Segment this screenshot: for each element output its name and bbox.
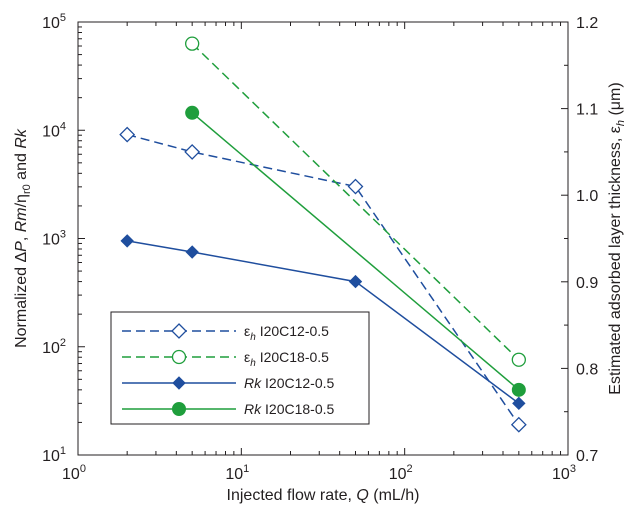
y-left-tick-label: 104 xyxy=(42,120,66,140)
y-left-tick-label: 103 xyxy=(42,229,66,249)
y-axis-title-right: Estimated adsorbed layer thickness, εh (… xyxy=(607,82,627,394)
legend-entry-rk-c12: Rk I20C12-0.5 xyxy=(122,375,334,391)
legend-entry-rk-c18: Rk I20C18-0.5 xyxy=(122,401,334,417)
data-point-eh-c12 xyxy=(184,143,201,160)
series-line-eh-c18 xyxy=(191,43,520,361)
data-point-eh-c12 xyxy=(510,416,527,433)
y-right-tick-label: 1.2 xyxy=(576,15,598,32)
y-left-tick-label: 105 xyxy=(42,12,66,32)
x-axis-title: Injected flow rate, Q (mL/h) xyxy=(227,487,420,504)
legend-entry-eh-c18: εh I20C18-0.5 xyxy=(122,349,329,369)
legend-marker-eh-c18 xyxy=(171,349,187,365)
x-tick-label: 103 xyxy=(552,463,576,483)
series-rk-c18 xyxy=(185,105,526,397)
x-tick-label: 101 xyxy=(225,463,249,483)
y-left-tick-label: 102 xyxy=(42,337,66,357)
data-point-eh-c12 xyxy=(119,126,136,143)
y-axis-title-left: Normalized ΔP, Rm/ηr0 and Rk xyxy=(13,128,33,348)
series-line-rk-c12 xyxy=(127,240,520,404)
series-line-eh-c12 xyxy=(126,133,520,426)
y-right-tick-label: 0.7 xyxy=(576,448,598,465)
data-point-rk-c12 xyxy=(512,396,526,411)
legend-entry-eh-c12: εh I20C12-0.5 xyxy=(122,323,329,343)
data-point-eh-c12 xyxy=(347,178,364,195)
series-eh-c18 xyxy=(185,36,526,367)
legend-label-rk-c12: Rk I20C12-0.5 xyxy=(244,375,334,391)
legend-label-eh-c12: εh I20C12-0.5 xyxy=(244,323,329,343)
series-line-rk-c18 xyxy=(191,112,520,391)
legend-marker-eh-c12 xyxy=(171,323,187,339)
series-eh-c12 xyxy=(119,126,527,433)
legend-label-eh-c18: εh I20C18-0.5 xyxy=(244,349,329,369)
data-point-rk-c18 xyxy=(511,382,526,397)
x-tick-label: 100 xyxy=(62,463,86,483)
data-point-rk-c12 xyxy=(120,234,134,248)
y-right-tick-label: 1.1 xyxy=(576,102,598,119)
x-tick-label: 102 xyxy=(389,463,413,483)
data-point-rk-c18 xyxy=(185,105,200,120)
data-point-eh-c18 xyxy=(185,36,200,51)
legend-marker-rk-c12 xyxy=(172,376,186,390)
legend-marker-rk-c18 xyxy=(172,402,186,416)
y-left-tick-label: 101 xyxy=(42,445,66,465)
data-point-rk-c12 xyxy=(185,245,199,259)
y-right-tick-label: 0.8 xyxy=(576,361,598,378)
legend: εh I20C12-0.5 εh I20C18-0.5 Rk I20C12-0.5 R… xyxy=(110,311,370,425)
data-point-eh-c18 xyxy=(511,352,526,367)
data-point-rk-c12 xyxy=(348,274,363,289)
series-layer xyxy=(119,36,527,433)
y-right-tick-label: 0.9 xyxy=(576,275,598,292)
y-right-tick-label: 1.0 xyxy=(576,188,598,205)
series-rk-c12 xyxy=(120,234,526,411)
legend-label-rk-c18: Rk I20C18-0.5 xyxy=(244,401,334,417)
ticks: 100 101 102 1031011021031041050.70.80.91.01… xyxy=(42,12,598,483)
